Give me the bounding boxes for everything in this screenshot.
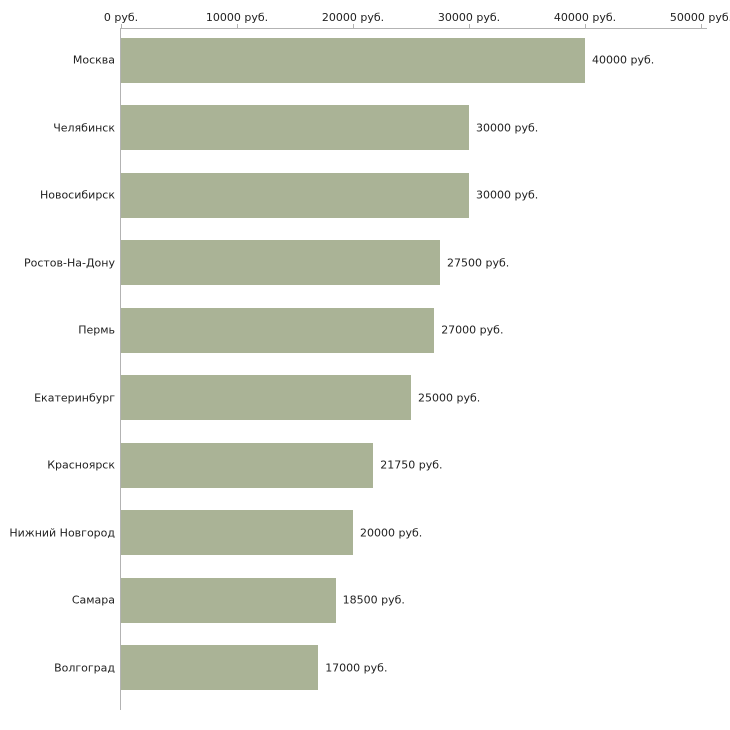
bar-value-label: 25000 руб.: [418, 391, 481, 404]
x-axis-tick-mark: [237, 24, 238, 28]
bar: [121, 510, 353, 555]
category-label: Екатеринбург: [34, 391, 115, 404]
bar-value-label: 21750 руб.: [380, 458, 443, 472]
category-label: Пермь: [78, 323, 115, 337]
category-label: Москва: [72, 53, 115, 67]
x-axis-tick-label: 0 руб.: [103, 11, 139, 24]
bar-value-label: 27500 руб.: [447, 256, 510, 269]
y-axis-line: [120, 28, 121, 710]
bar: [121, 307, 435, 353]
x-axis-tick-label: 10000 руб.: [205, 11, 269, 24]
category-label: Волгоград: [54, 661, 115, 674]
x-axis-line: [120, 28, 707, 29]
bar: [121, 645, 319, 690]
category-label: Нижний Новгород: [9, 526, 115, 539]
bar-value-label: 30000 руб.: [476, 121, 539, 134]
bar-value-label: 18500 руб.: [342, 593, 405, 607]
bar-value-label: 20000 руб.: [360, 526, 423, 539]
bar: [121, 240, 440, 285]
bar: [121, 172, 469, 218]
bar: [121, 37, 585, 83]
bar-value-label: 30000 руб.: [476, 188, 539, 202]
x-axis-tick-label: 50000 руб.: [669, 11, 730, 24]
bar-value-label: 27000 руб.: [441, 323, 504, 337]
x-axis-tick-mark: [701, 24, 702, 28]
bar-value-label: 17000 руб.: [325, 661, 388, 674]
x-axis-tick-mark: [353, 24, 354, 28]
x-axis-tick-mark: [585, 24, 586, 28]
bar: [121, 375, 411, 420]
category-label: Новосибирск: [39, 188, 115, 202]
category-label: Красноярск: [47, 458, 115, 472]
category-label: Ростов-На-Дону: [23, 256, 115, 269]
bar: [121, 442, 374, 488]
category-label: Самара: [71, 593, 115, 607]
x-axis-tick-mark: [469, 24, 470, 28]
bar: [121, 105, 469, 150]
bar: [121, 577, 336, 623]
x-axis-tick-mark: [121, 24, 122, 28]
x-axis-tick-label: 40000 руб.: [553, 11, 617, 24]
x-axis-tick-label: 20000 руб.: [321, 11, 385, 24]
x-axis-tick-label: 30000 руб.: [437, 11, 501, 24]
bar-value-label: 40000 руб.: [592, 53, 655, 67]
category-label: Челябинск: [53, 121, 115, 134]
